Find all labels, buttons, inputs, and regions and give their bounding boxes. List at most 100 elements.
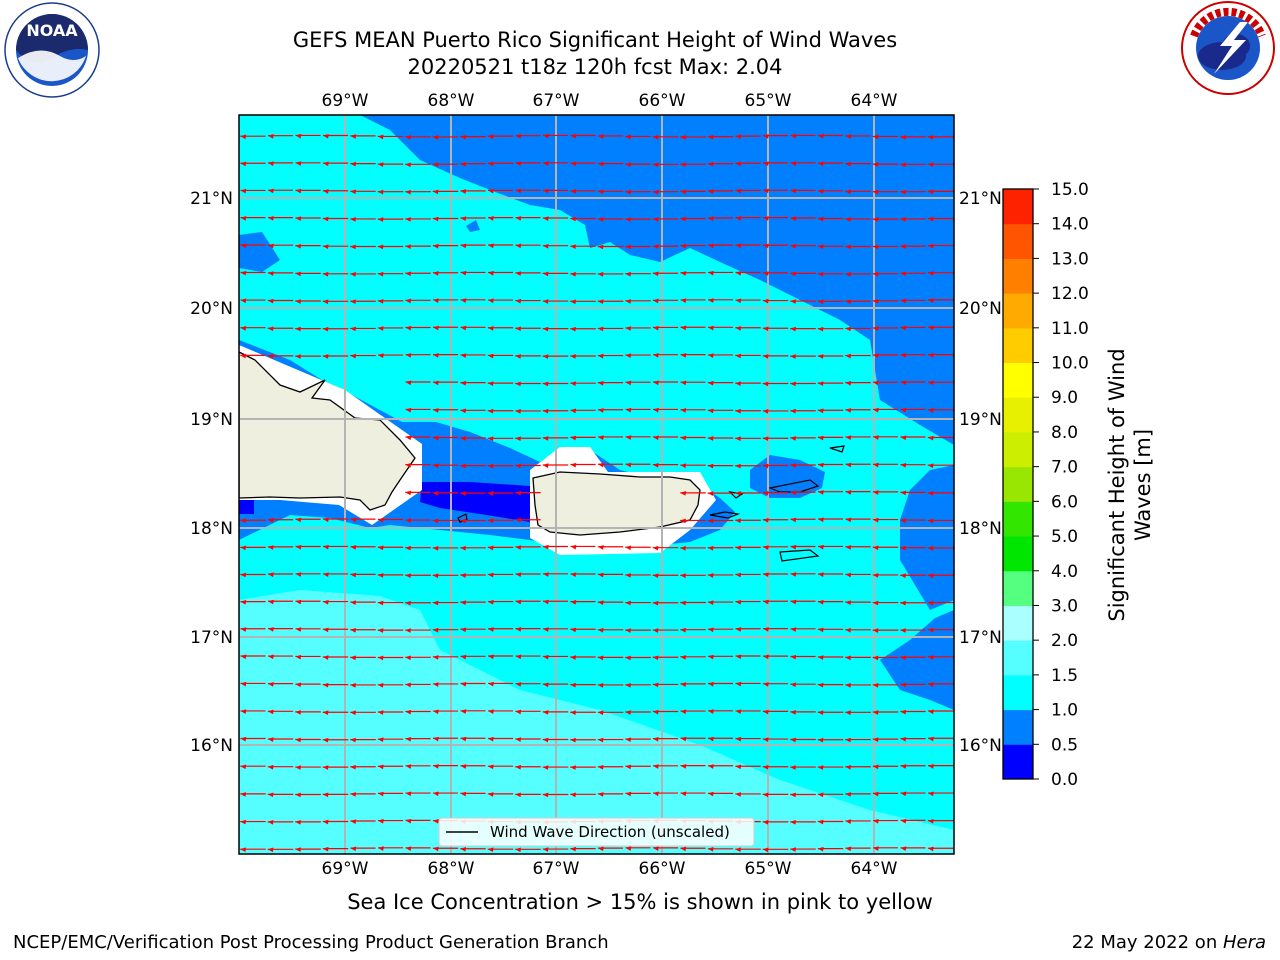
wind-wave-arrow-head <box>790 299 796 304</box>
wind-wave-arrow-head <box>872 162 879 167</box>
wind-wave-arrow-head <box>735 161 742 167</box>
wind-wave-arrow-head <box>515 792 521 798</box>
wind-wave-arrow-head <box>927 573 934 579</box>
wind-wave-arrow-head <box>817 846 824 852</box>
wind-wave-arrow-head <box>597 217 604 222</box>
wind-wave-arrow-head <box>350 217 356 222</box>
wind-wave-arrow-head <box>707 436 714 441</box>
wind-wave-arrow-head <box>240 243 247 249</box>
wind-wave-arrow-head <box>680 216 687 222</box>
wind-wave-arrow-head <box>652 682 659 688</box>
wind-wave-arrow-head <box>515 654 522 660</box>
wave-height-band-1.5-2 <box>239 590 954 854</box>
wind-wave-arrow-head <box>570 572 577 578</box>
wind-wave-arrow-head <box>900 791 907 797</box>
colorbar-tick-label: 0.0 <box>1051 770 1078 790</box>
wind-wave-arrow-head <box>295 354 301 359</box>
wind-wave-arrow-head <box>597 189 604 195</box>
wind-wave-arrow-head <box>900 435 907 441</box>
chart-subtitle: 20220521 t18z 120h fcst Max: 2.04 <box>407 55 783 79</box>
wind-wave-arrow-head <box>405 162 411 168</box>
wind-wave-arrow-head <box>625 435 632 440</box>
wind-wave-arrow-head <box>542 544 549 550</box>
wind-wave-arrow-head <box>900 736 907 742</box>
wind-wave-arrow-head <box>927 243 934 249</box>
wind-wave-arrow-head <box>707 654 714 660</box>
wind-wave-arrow-head <box>322 189 329 194</box>
wind-wave-arrow-head <box>322 819 329 825</box>
wind-wave-arrow-head <box>625 380 632 386</box>
wind-wave-arrow-head <box>322 326 329 332</box>
colorbar-segment <box>1003 327 1033 364</box>
wind-wave-arrow-head <box>515 161 522 166</box>
wind-wave-arrow-head <box>515 627 522 632</box>
wind-wave-arrow-head <box>762 243 769 249</box>
wind-wave-arrow-head <box>487 736 494 742</box>
wind-wave-arrow-head <box>487 298 494 304</box>
wind-wave-arrow-head <box>597 737 604 743</box>
wind-wave-arrow-head <box>735 681 742 687</box>
wind-wave-arrow-head <box>817 544 824 550</box>
wind-wave-arrow-head <box>322 572 329 578</box>
wind-wave-arrow-head <box>268 627 274 632</box>
wind-wave-arrow-head <box>652 353 659 358</box>
wind-wave-arrow-head <box>762 271 769 276</box>
wind-wave-arrow-head <box>707 847 714 852</box>
wind-wave-arrow-head <box>680 243 687 249</box>
wind-wave-arrow-head <box>707 573 714 578</box>
wind-wave-arrow-head <box>680 600 686 606</box>
wind-wave-arrow-head <box>597 380 604 386</box>
wind-wave-arrow-head <box>845 435 852 441</box>
wind-wave-arrow-head <box>432 408 439 413</box>
wind-wave-arrow-head <box>570 765 576 770</box>
wind-wave-arrow-head <box>735 545 742 551</box>
wind-wave-arrow-head <box>817 462 824 468</box>
wind-wave-arrow-head <box>267 134 274 139</box>
wind-wave-arrow-head <box>487 216 494 221</box>
wind-wave-arrow-head <box>542 161 549 166</box>
colorbar-tick-label: 7.0 <box>1051 458 1078 478</box>
lat-tick-left: 17°N <box>190 628 233 648</box>
wind-wave-arrow-head <box>817 271 824 277</box>
wind-wave-arrow-head <box>350 846 357 852</box>
colorbar-tick-label: 13.0 <box>1051 249 1089 269</box>
wind-wave-arrow-head <box>432 627 439 633</box>
wind-wave-arrow-head <box>460 436 466 441</box>
wind-wave-arrow-head <box>460 627 467 633</box>
wind-wave-arrow-head <box>927 682 934 687</box>
wind-wave-arrow-head <box>927 216 934 222</box>
wind-wave-arrow-head <box>542 847 549 852</box>
wind-wave-arrow-head <box>542 627 549 632</box>
wind-wave-arrow-head <box>625 545 632 551</box>
wind-wave-arrow-head <box>240 270 247 276</box>
wind-wave-arrow-head <box>377 655 384 661</box>
wind-wave-arrow-head <box>542 243 549 249</box>
wind-wave-arrow-head <box>405 380 412 386</box>
wind-wave-arrow-head <box>515 188 522 194</box>
wind-wave-arrow-head <box>488 654 494 660</box>
colorbar-segment <box>1003 362 1033 398</box>
wind-wave-arrow-head <box>542 737 549 743</box>
wind-wave-arrow-head <box>515 354 521 359</box>
wind-wave-arrow-head <box>680 518 686 524</box>
wind-wave-arrow-head <box>762 298 769 304</box>
wind-wave-arrow-head <box>597 846 604 852</box>
wind-wave-arrow-head <box>680 791 687 797</box>
wind-wave-arrow-head <box>322 627 329 633</box>
wind-wave-arrow-head <box>542 188 549 194</box>
wind-wave-arrow-head <box>790 627 797 632</box>
wind-wave-arrow-head <box>653 380 659 386</box>
wind-wave-arrow-head <box>927 546 934 551</box>
wind-wave-arrow-head <box>322 271 329 277</box>
wind-wave-arrow-head <box>735 491 741 496</box>
wind-wave-arrow-head <box>515 216 522 221</box>
wind-wave-arrow-head <box>762 764 769 770</box>
wind-wave-arrow-head <box>322 299 329 305</box>
wind-wave-arrow-head <box>295 599 302 605</box>
wind-wave-arrow-head <box>295 188 302 194</box>
wind-wave-arrow-head <box>460 518 466 524</box>
wind-wave-arrow-head <box>377 271 384 277</box>
wind-wave-arrow-head <box>570 189 577 194</box>
wind-wave-arrow-head <box>707 134 714 140</box>
wind-wave-arrow-head <box>405 818 412 824</box>
